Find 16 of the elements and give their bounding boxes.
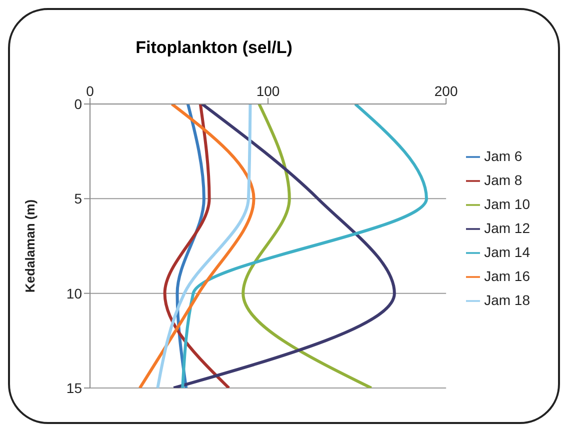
legend-label: Jam 14 xyxy=(484,244,530,260)
x-tick-label: 100 xyxy=(256,83,280,99)
y-tick-label: 15 xyxy=(66,380,82,396)
y-tick-label: 5 xyxy=(74,190,82,207)
legend-label: Jam 16 xyxy=(484,268,530,284)
y-tick-label: 0 xyxy=(74,96,82,112)
legend-label: Jam 6 xyxy=(484,148,522,164)
y-tick-label: 10 xyxy=(66,285,82,302)
legend-label: Jam 18 xyxy=(484,292,530,308)
legend-label: Jam 12 xyxy=(484,220,530,236)
x-tick-label: 200 xyxy=(434,83,458,99)
chart-title: Fitoplankton (sel/L) xyxy=(134,38,294,58)
legend-label: Jam 10 xyxy=(484,196,530,212)
legend-label: Jam 8 xyxy=(484,172,522,188)
y-axis-title: Kedalaman (m) xyxy=(22,199,38,293)
x-tick-label: 0 xyxy=(86,83,94,99)
